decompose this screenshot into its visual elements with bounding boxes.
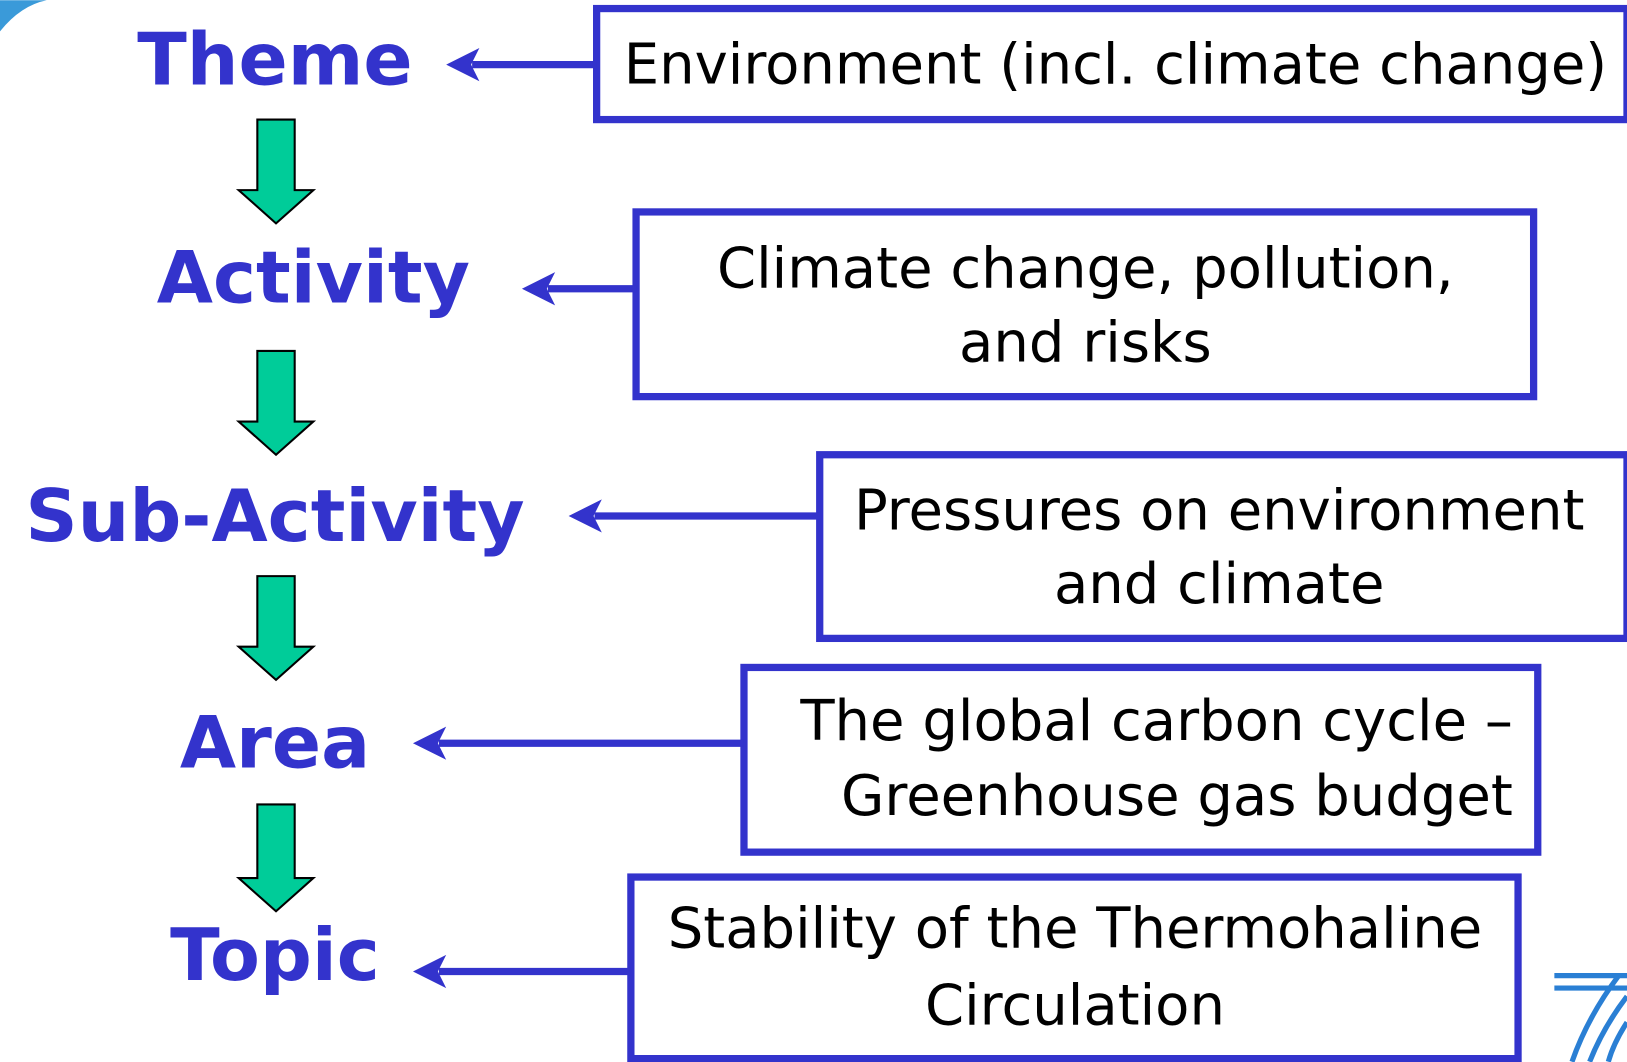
- level-label: Topic: [170, 914, 380, 998]
- hierarchy-arrow: [235, 575, 317, 682]
- level-label: Activity: [157, 237, 470, 321]
- description-line: The global carbon cycle –: [799, 689, 1513, 754]
- description-line: Climate change, pollution,: [717, 237, 1454, 302]
- description-box: [632, 208, 1538, 401]
- description-line: Pressures on environment: [854, 479, 1584, 544]
- link-arrowhead: [412, 954, 447, 989]
- description-line: Stability of the Thermohaline: [668, 897, 1483, 962]
- link-arrowhead: [412, 726, 447, 760]
- description-box: [627, 873, 1522, 1062]
- description-line: Environment (incl. climate change): [624, 32, 1607, 97]
- description-box: [816, 451, 1627, 643]
- description-box: [740, 663, 1542, 856]
- link-arrowhead: [446, 47, 480, 82]
- link-arrowhead: [521, 272, 556, 306]
- link-arrowhead: [568, 499, 602, 533]
- hierarchy-arrow: [235, 349, 317, 457]
- description-line: and risks: [959, 310, 1212, 375]
- level-label: Sub-Activity: [25, 475, 524, 559]
- level-label: Theme: [137, 19, 412, 103]
- description-line: and climate: [1054, 552, 1384, 617]
- description-line: Greenhouse gas budget: [841, 764, 1513, 829]
- hierarchy-arrow: [235, 118, 317, 225]
- logo: [1554, 973, 1627, 1062]
- level-label: Area: [180, 701, 370, 785]
- corner-decoration: [0, 0, 47, 32]
- hierarchy-arrow: [235, 803, 317, 913]
- description-line: Circulation: [925, 973, 1225, 1038]
